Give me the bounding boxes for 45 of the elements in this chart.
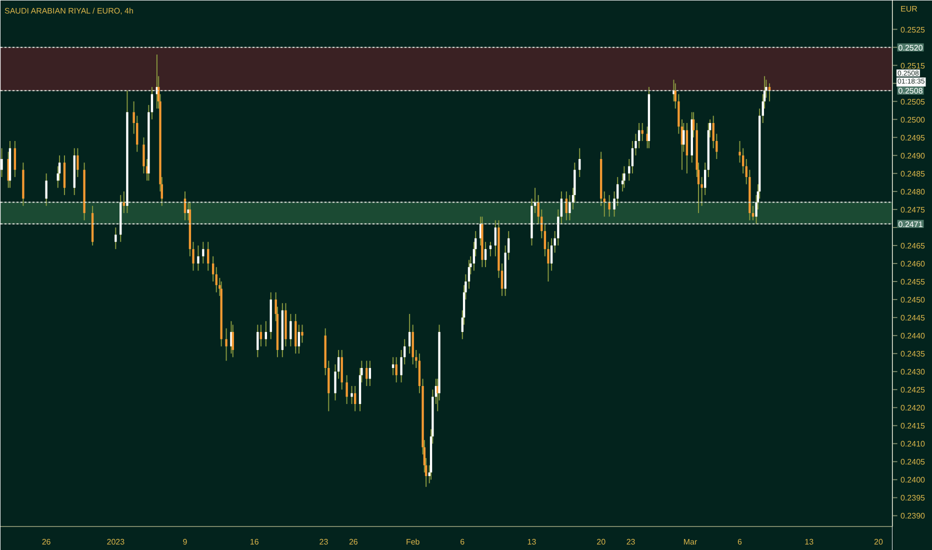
y-tick-label: 0.2500	[900, 115, 926, 124]
y-tick-label: 0.2405	[900, 458, 926, 467]
x-tick-label: 26	[42, 538, 52, 546]
x-tick-label: Mar	[683, 538, 698, 546]
x-tick-label: 6	[738, 538, 743, 546]
y-tick-label: 0.2420	[900, 404, 926, 413]
y-tick-label: 0.2460	[900, 260, 926, 268]
y-tick-label: 0.2400	[900, 476, 926, 485]
y-tick-label: 0.2435	[900, 350, 926, 359]
y-tick-label: 0.2515	[900, 61, 926, 70]
y-tick-label: 0.2455	[900, 278, 926, 287]
y-tick-label: 0.2445	[900, 314, 926, 323]
y-tick-label: 0.2415	[900, 422, 926, 431]
x-tick-label: Feb	[406, 538, 420, 546]
y-axis-title: EUR	[900, 4, 918, 14]
y-tick-label: 0.2505	[900, 97, 926, 106]
x-tick-label: 20	[874, 538, 884, 546]
ref-line-label: 0.2471	[898, 220, 924, 229]
y-tick-label: 0.2485	[900, 169, 926, 178]
ref-line-label: 0.2508	[898, 86, 924, 96]
y-tick-label: 0.2490	[900, 151, 926, 160]
y-tick-label: 0.2410	[900, 440, 926, 449]
x-tick-label: 26	[348, 538, 358, 546]
y-tick-label: 0.2395	[900, 494, 926, 503]
y-tick-label: 0.2525	[900, 25, 926, 34]
x-tick-label: 13	[804, 538, 814, 546]
text: SAUDI ARABIAN RIYAL / EURO, 4h	[4, 6, 134, 16]
x-tick-label: 16	[250, 538, 260, 546]
x-tick-label: 20	[596, 538, 606, 546]
x-tick-label: 2023	[106, 538, 126, 546]
x-tick-label: 23	[626, 538, 636, 546]
y-tick-label: 0.2475	[900, 205, 926, 214]
y-tick-label: 0.2440	[900, 332, 926, 341]
y-tick-label: 0.2425	[900, 386, 926, 395]
y-tick-label: 0.2495	[900, 133, 926, 142]
x-tick-label: 9	[182, 538, 188, 546]
ref-line-label: 0.2520	[898, 43, 924, 52]
y-tick-label: 0.2480	[900, 187, 926, 196]
x-tick-label: 6	[460, 538, 466, 546]
x-tick-label: 13	[527, 538, 537, 546]
x-tick-label: 23	[319, 538, 329, 546]
y-tick-label: 0.2430	[900, 368, 926, 377]
y-tick-label: 0.2390	[900, 512, 926, 521]
y-tick-label: 0.2450	[900, 296, 926, 305]
y-tick-label: 0.2465	[900, 241, 926, 250]
